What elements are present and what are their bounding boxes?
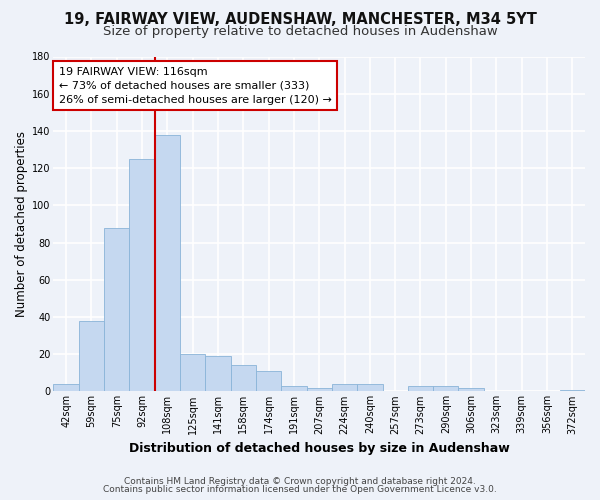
Bar — [560, 390, 585, 392]
Bar — [408, 386, 433, 392]
Bar — [230, 366, 256, 392]
Bar — [205, 356, 230, 392]
Bar — [458, 388, 484, 392]
Y-axis label: Number of detached properties: Number of detached properties — [15, 131, 28, 317]
Bar — [53, 384, 79, 392]
X-axis label: Distribution of detached houses by size in Audenshaw: Distribution of detached houses by size … — [129, 442, 509, 455]
Text: 19 FAIRWAY VIEW: 116sqm
← 73% of detached houses are smaller (333)
26% of semi-d: 19 FAIRWAY VIEW: 116sqm ← 73% of detache… — [59, 66, 332, 104]
Bar — [104, 228, 130, 392]
Bar — [357, 384, 383, 392]
Bar — [332, 384, 357, 392]
Text: Contains public sector information licensed under the Open Government Licence v3: Contains public sector information licen… — [103, 485, 497, 494]
Bar — [307, 388, 332, 392]
Text: 19, FAIRWAY VIEW, AUDENSHAW, MANCHESTER, M34 5YT: 19, FAIRWAY VIEW, AUDENSHAW, MANCHESTER,… — [64, 12, 536, 28]
Text: Size of property relative to detached houses in Audenshaw: Size of property relative to detached ho… — [103, 25, 497, 38]
Text: Contains HM Land Registry data © Crown copyright and database right 2024.: Contains HM Land Registry data © Crown c… — [124, 477, 476, 486]
Bar — [281, 386, 307, 392]
Bar — [256, 371, 281, 392]
Bar — [433, 386, 458, 392]
Bar — [79, 320, 104, 392]
Bar — [130, 159, 155, 392]
Bar — [180, 354, 205, 392]
Bar — [155, 134, 180, 392]
